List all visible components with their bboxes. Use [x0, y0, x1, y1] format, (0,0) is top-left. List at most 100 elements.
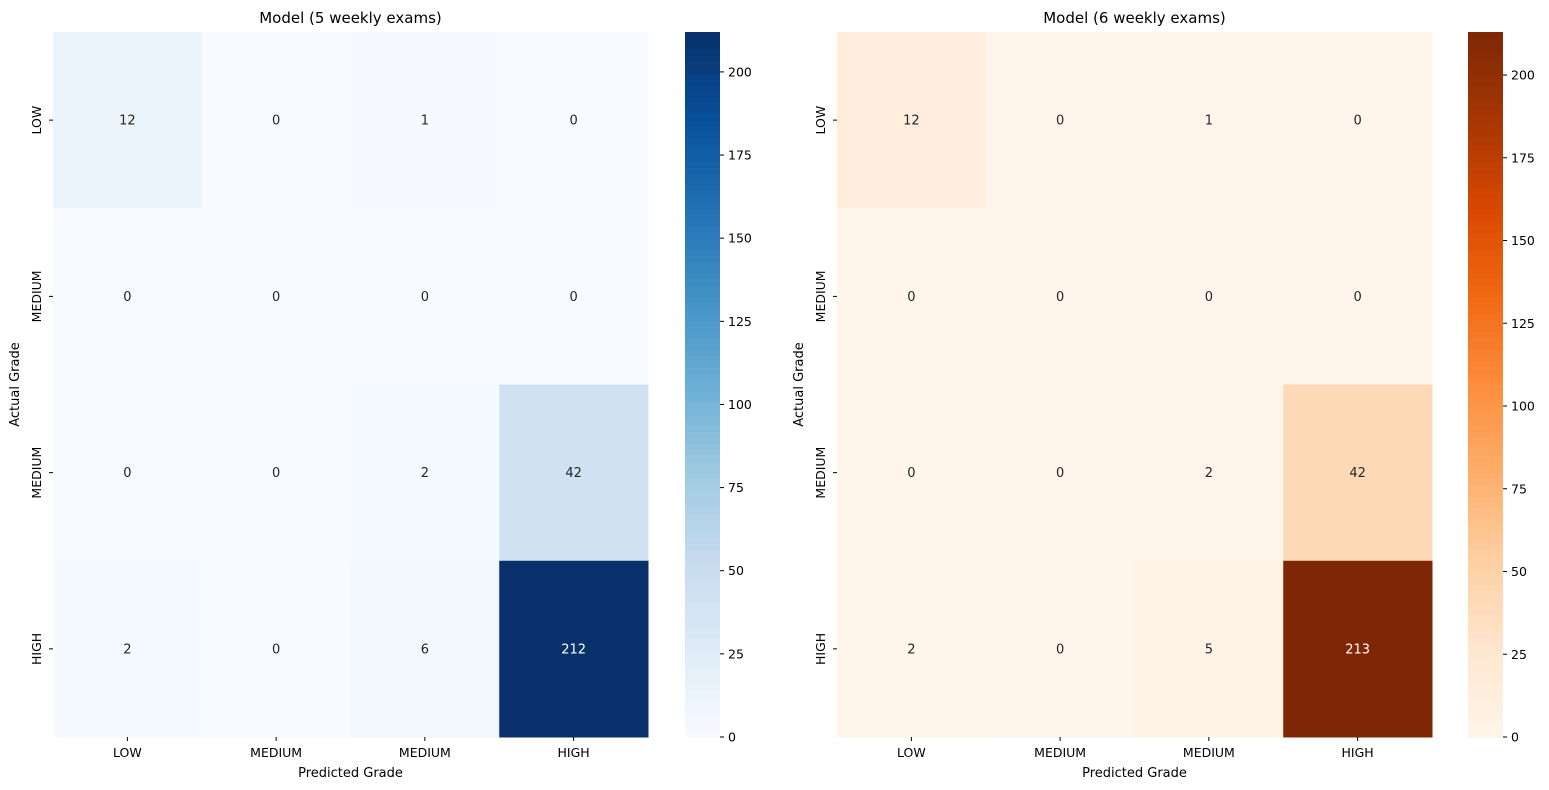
colorbar-segment — [685, 126, 720, 133]
colorbar-tick-label: 125 — [1511, 316, 1535, 331]
x-axis-label: Predicted Grade — [1082, 766, 1187, 781]
colorbar-segment — [1468, 502, 1503, 509]
colorbar-segment — [685, 684, 720, 691]
cell-value-label: 0 — [272, 642, 280, 657]
colorbar-segment — [685, 67, 720, 74]
heatmap-cell — [985, 32, 1135, 209]
colorbar-segment — [1468, 319, 1503, 327]
colorbar-segment — [685, 637, 720, 644]
colorbar-segment — [685, 619, 720, 626]
colorbar-segment — [685, 325, 720, 333]
colorbar-segment — [1468, 625, 1503, 632]
cell-value-label: 212 — [561, 642, 586, 657]
x-tick-label: LOW — [897, 745, 926, 760]
colorbar-segment — [685, 466, 720, 474]
colorbar-segment — [1468, 437, 1503, 444]
y-axis-label: Actual Grade — [8, 342, 23, 427]
colorbar-segment — [1468, 102, 1503, 109]
colorbar-segment — [685, 355, 720, 362]
colorbar-segment — [1468, 478, 1503, 485]
colorbar-segment — [685, 472, 720, 480]
colorbar-segment — [1468, 725, 1503, 732]
colorbar-segment — [1468, 173, 1503, 180]
colorbar-segment — [1468, 384, 1503, 391]
colorbar-segment — [685, 648, 720, 656]
colorbar-segment — [685, 308, 720, 315]
colorbar-segment — [1468, 643, 1503, 650]
heatmap-panel-5-weekly: Model (5 weekly exams) Predicted Grade A… — [8, 9, 752, 781]
colorbar-segment — [1468, 120, 1503, 127]
colorbar-segment — [685, 537, 720, 544]
colorbar-segment — [1468, 590, 1503, 597]
colorbar-segment — [1468, 243, 1503, 250]
colorbar-segment — [1468, 596, 1503, 603]
colorbar-segment — [685, 672, 720, 679]
colorbar-segment — [1468, 684, 1503, 691]
cell-value-label: 5 — [1205, 642, 1213, 657]
y-tick-label: HIGH — [29, 633, 44, 665]
colorbar-segment — [1468, 190, 1503, 198]
x-tick-label: HIGH — [1342, 745, 1374, 760]
colorbar-segment — [1468, 49, 1503, 57]
colorbar-segment — [685, 460, 720, 468]
colorbar-segment — [1468, 325, 1503, 333]
colorbar-tick-label: 75 — [728, 480, 744, 495]
colorbar-segment — [1468, 73, 1503, 80]
colorbar-segment — [1468, 543, 1503, 550]
colorbar-segment — [685, 337, 720, 344]
heatmap-cell — [1283, 560, 1433, 738]
colorbar-segment — [1468, 155, 1503, 162]
colorbar-segment — [685, 455, 720, 462]
heatmap-cell — [350, 560, 500, 738]
colorbar-segment — [685, 707, 720, 715]
heatmap-cells: 12 0 1 0 0 0 0 0 0 0 2 42 2 0 5 213 — [837, 32, 1433, 738]
heatmap-cell — [499, 384, 649, 562]
colorbar-tick-label: 100 — [728, 397, 752, 412]
colorbar-segment — [1468, 67, 1503, 74]
colorbar-segment — [1468, 249, 1503, 256]
colorbar-segment — [685, 114, 720, 121]
y-axis-label: Actual Grade — [792, 342, 807, 427]
colorbar-segment — [1468, 225, 1503, 233]
colorbar-segment — [1468, 314, 1503, 321]
cell-value-label: 12 — [119, 114, 136, 129]
colorbar-segment — [1468, 549, 1503, 556]
heatmap-cell — [985, 560, 1135, 738]
colorbar-tick-label: 0 — [728, 730, 736, 745]
cell-value-label: 2 — [123, 642, 131, 657]
y-tick-label: MEDIUM — [813, 447, 828, 499]
colorbar-segment — [685, 601, 720, 609]
colorbar-segment — [685, 607, 720, 615]
colorbar-segment — [685, 143, 720, 151]
heatmap-cells: 12 0 1 0 0 0 0 0 0 0 2 42 2 0 6 212 — [53, 32, 649, 738]
colorbar-segment — [685, 120, 720, 127]
colorbar: 0 25 50 75 100 125 150 175 200 — [1468, 32, 1535, 745]
x-tick-label: LOW — [113, 745, 142, 760]
colorbar-segment — [1468, 443, 1503, 450]
colorbar-segment — [1468, 554, 1503, 562]
cell-value-label: 2 — [907, 642, 915, 657]
colorbar-segment — [685, 390, 720, 397]
colorbar-segment — [685, 425, 720, 433]
colorbar-segment — [685, 578, 720, 585]
colorbar-segment — [685, 225, 720, 233]
y-tick-label: LOW — [29, 106, 44, 135]
colorbar-segment — [685, 331, 720, 339]
chart-title: Model (6 weekly exams) — [1043, 9, 1226, 27]
colorbar-segment — [685, 267, 720, 274]
colorbar-segment — [685, 419, 720, 427]
colorbar-segment — [685, 231, 720, 239]
colorbar-segment — [685, 643, 720, 650]
colorbar-segment — [1468, 460, 1503, 468]
colorbar-segment — [685, 625, 720, 632]
heatmap-cell — [1283, 208, 1433, 385]
colorbar-segment — [1468, 178, 1503, 186]
colorbar-tick-label: 75 — [1511, 481, 1527, 496]
x-tick-label: MEDIUM — [1183, 745, 1235, 760]
colorbar-segment — [685, 402, 720, 409]
colorbar-segment — [685, 531, 720, 538]
x-tick-labels: LOW MEDIUM MEDIUM HIGH — [113, 737, 590, 760]
colorbar-segment — [685, 261, 720, 268]
colorbar-segment — [1468, 96, 1503, 104]
